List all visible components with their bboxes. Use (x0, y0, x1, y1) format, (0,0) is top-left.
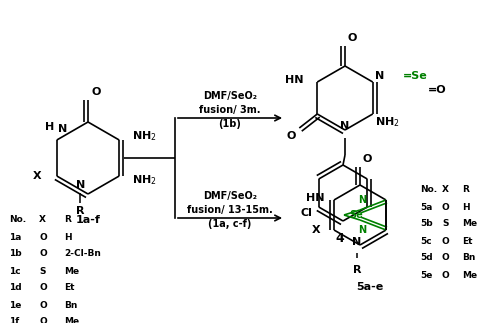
Text: H: H (462, 203, 469, 212)
Text: O: O (348, 33, 356, 43)
Text: Se: Se (349, 210, 363, 220)
Text: H: H (64, 233, 72, 242)
Text: N: N (76, 180, 85, 190)
Text: (1a, c-f): (1a, c-f) (208, 219, 252, 229)
Text: Et: Et (462, 236, 472, 245)
Text: NH$_2$: NH$_2$ (132, 173, 156, 187)
Text: NH$_2$: NH$_2$ (132, 129, 156, 143)
Text: 1a-f: 1a-f (76, 215, 100, 225)
Text: N: N (374, 71, 384, 81)
Text: Et: Et (64, 284, 74, 293)
Text: R: R (64, 215, 71, 224)
Text: NH$_2$: NH$_2$ (374, 115, 400, 129)
Text: S: S (39, 266, 46, 276)
Text: O: O (39, 284, 47, 293)
Text: N: N (352, 237, 362, 247)
Text: 5a-e: 5a-e (356, 282, 384, 292)
Text: R: R (353, 265, 361, 275)
Text: No.: No. (420, 185, 437, 194)
Text: 1a: 1a (9, 233, 22, 242)
Text: No.: No. (9, 215, 26, 224)
Text: 5c: 5c (420, 236, 432, 245)
Text: O: O (39, 233, 47, 242)
Text: X: X (39, 215, 46, 224)
Text: N: N (340, 121, 349, 131)
Text: Me: Me (462, 220, 477, 228)
Text: O: O (442, 203, 450, 212)
Text: DMF/SeO₂: DMF/SeO₂ (203, 191, 257, 201)
Text: fusion/ 3m.: fusion/ 3m. (199, 105, 261, 115)
Text: X: X (312, 225, 320, 235)
Text: 5b: 5b (420, 220, 432, 228)
Text: Me: Me (64, 318, 79, 323)
Text: O: O (362, 154, 372, 164)
Text: 1c: 1c (9, 266, 20, 276)
Text: =Se: =Se (402, 71, 427, 81)
Text: =O: =O (428, 85, 446, 95)
Text: O: O (442, 236, 450, 245)
Text: (1b): (1b) (218, 119, 242, 129)
Text: 4: 4 (336, 233, 344, 245)
Text: O: O (92, 87, 100, 97)
Text: 1d: 1d (9, 284, 22, 293)
Text: HN: HN (285, 75, 304, 85)
Text: O: O (39, 300, 47, 309)
Text: X: X (32, 171, 41, 181)
Text: fusion/ 13-15m.: fusion/ 13-15m. (187, 205, 273, 215)
Text: 5e: 5e (420, 270, 432, 279)
Text: 5d: 5d (420, 254, 432, 263)
Text: O: O (39, 249, 47, 258)
Text: 1f: 1f (9, 318, 19, 323)
Text: 1b: 1b (9, 249, 22, 258)
Text: H: H (45, 122, 54, 132)
Text: N: N (358, 225, 366, 235)
Text: O: O (39, 318, 47, 323)
Text: O: O (442, 270, 450, 279)
Text: Me: Me (462, 270, 477, 279)
Text: HN: HN (306, 193, 324, 203)
Text: R: R (76, 206, 84, 216)
Text: Me: Me (64, 266, 79, 276)
Text: N: N (358, 195, 366, 205)
Text: O: O (286, 131, 296, 141)
Text: N: N (58, 124, 67, 134)
Text: DMF/SeO₂: DMF/SeO₂ (203, 91, 257, 101)
Text: 2-Cl-Bn: 2-Cl-Bn (64, 249, 101, 258)
Text: Bn: Bn (64, 300, 78, 309)
Text: S: S (442, 220, 448, 228)
Text: Cl: Cl (301, 208, 313, 218)
Text: 1e: 1e (9, 300, 22, 309)
Text: Bn: Bn (462, 254, 475, 263)
Text: 5a: 5a (420, 203, 432, 212)
Text: X: X (442, 185, 449, 194)
Text: R: R (462, 185, 469, 194)
Text: O: O (442, 254, 450, 263)
